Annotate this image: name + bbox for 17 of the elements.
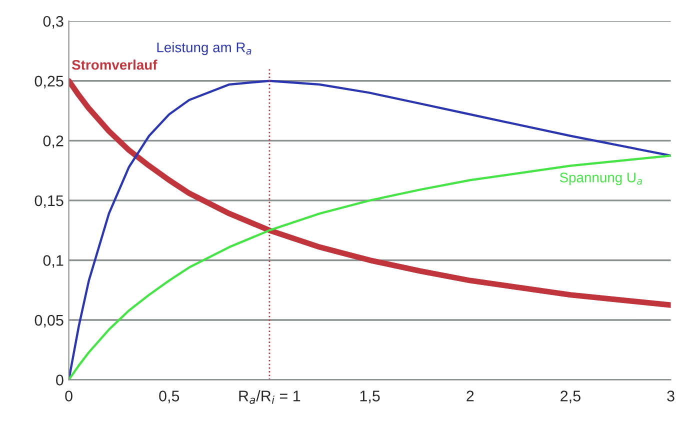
x-tick-label: 0,5 <box>159 390 180 404</box>
y-tick-label: 0,1 <box>43 255 64 268</box>
x-tick-label: 1,5 <box>360 390 380 404</box>
y-tick-label: 0,15 <box>34 195 64 208</box>
x-tick-label: R$_{a}$/R$_{i}$ = 1 <box>239 390 300 404</box>
y-tick-label: 0 <box>56 374 64 386</box>
series-label: Stromverlauf <box>72 60 158 70</box>
series-label: Spannung U$_{a}$ <box>560 172 642 186</box>
y-tick-label: 0,05 <box>34 314 64 328</box>
x-tick-label: 0 <box>65 390 72 402</box>
y-tick-label: 0,2 <box>43 136 64 148</box>
x-tick-label: 3 <box>667 390 674 402</box>
x-tick-label: 2,5 <box>560 390 580 404</box>
x-tick-label: 2 <box>466 390 474 402</box>
y-tick-label: 0,3 <box>43 16 64 29</box>
y-tick-label: 0,25 <box>34 76 64 88</box>
series-label: Leistung am R$_{a}$ <box>157 42 252 56</box>
